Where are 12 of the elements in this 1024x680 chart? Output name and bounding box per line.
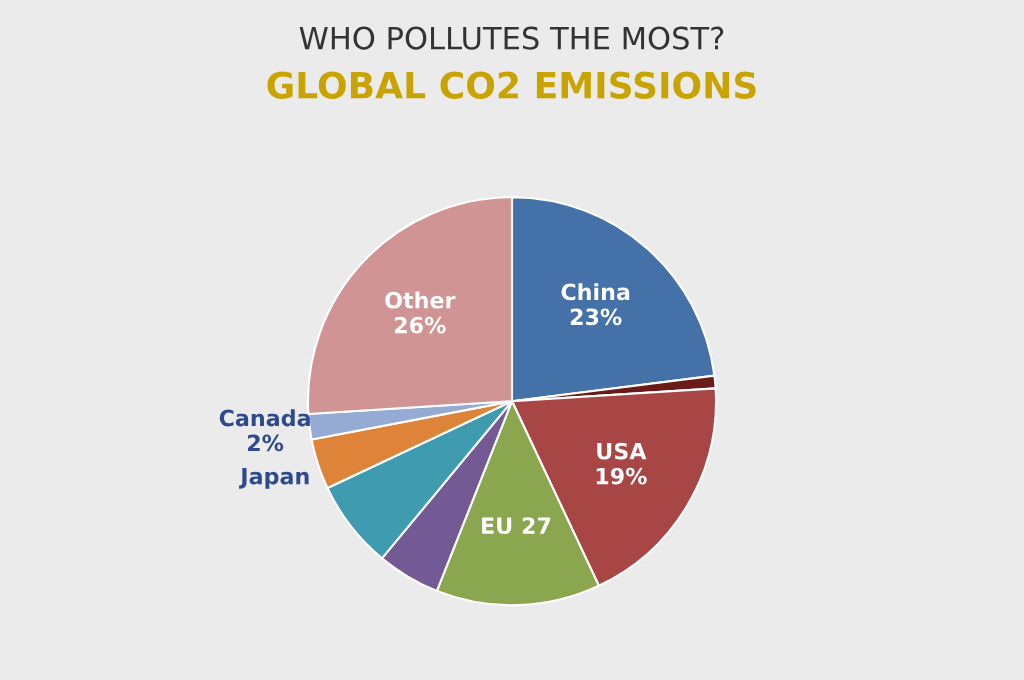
slice-label: EU 27: [482, 517, 551, 535]
data-label: 19%: [596, 467, 647, 485]
data-label: 2%: [247, 434, 284, 452]
chart-title: WHO POLLUTES THE MOST?: [299, 26, 724, 50]
slice-label: USA: [597, 442, 647, 460]
data-label: 23%: [570, 308, 622, 326]
slice-label: Canada: [219, 409, 310, 427]
data-label: 26%: [394, 316, 446, 334]
slice-label: Japan: [239, 468, 309, 489]
chart-subtitle: GLOBAL CO2 EMISSIONS: [267, 71, 756, 99]
slice-label: China: [561, 283, 630, 301]
slice-label: Other: [385, 291, 456, 309]
